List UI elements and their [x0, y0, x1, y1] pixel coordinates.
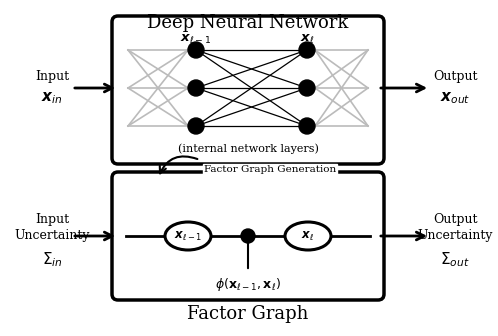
Circle shape — [299, 80, 315, 96]
Circle shape — [241, 229, 255, 243]
Text: $\boldsymbol{x}_{\ell}$: $\boldsymbol{x}_{\ell}$ — [300, 33, 314, 46]
Text: Deep Neural Network: Deep Neural Network — [147, 14, 349, 32]
Text: $\Sigma_{in}$: $\Sigma_{in}$ — [42, 250, 62, 269]
Text: $\Sigma_{out}$: $\Sigma_{out}$ — [440, 250, 470, 269]
Text: $\boldsymbol{x}_{\ell}$: $\boldsymbol{x}_{\ell}$ — [301, 229, 315, 243]
Text: $\phi(\mathbf{x}_{\ell-1}, \mathbf{x}_{\ell})$: $\phi(\mathbf{x}_{\ell-1}, \mathbf{x}_{\… — [215, 276, 281, 293]
Ellipse shape — [165, 222, 211, 250]
Circle shape — [299, 42, 315, 58]
Text: $\boldsymbol{x}_{out}$: $\boldsymbol{x}_{out}$ — [440, 90, 470, 106]
Text: Output: Output — [433, 70, 477, 83]
FancyBboxPatch shape — [112, 16, 384, 164]
Circle shape — [188, 118, 204, 134]
Text: $\boldsymbol{x}_{in}$: $\boldsymbol{x}_{in}$ — [41, 90, 63, 106]
Text: Factor Graph Generation: Factor Graph Generation — [204, 166, 336, 174]
Text: Input: Input — [35, 70, 69, 83]
Text: $\boldsymbol{x}_{\ell-1}$: $\boldsymbol{x}_{\ell-1}$ — [180, 33, 212, 46]
Text: $\boldsymbol{x}_{\ell-1}$: $\boldsymbol{x}_{\ell-1}$ — [174, 229, 202, 243]
FancyBboxPatch shape — [112, 172, 384, 300]
Text: Input
Uncertainty: Input Uncertainty — [14, 213, 90, 242]
Ellipse shape — [285, 222, 331, 250]
Circle shape — [299, 118, 315, 134]
Text: Output
Uncertainty: Output Uncertainty — [417, 213, 493, 242]
Circle shape — [188, 42, 204, 58]
Circle shape — [188, 80, 204, 96]
Text: Factor Graph: Factor Graph — [187, 305, 309, 323]
Text: (internal network layers): (internal network layers) — [178, 143, 318, 154]
